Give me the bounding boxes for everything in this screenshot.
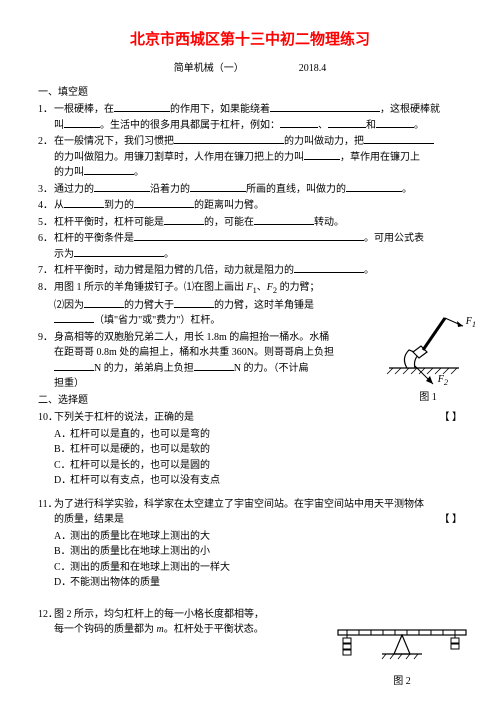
answer-bracket: 【 】: [440, 512, 463, 528]
page-title: 北京市西城区第十三中初二物理练习: [38, 28, 462, 51]
blank: [134, 232, 364, 242]
blank: [64, 118, 100, 128]
section-1-heading: 一、填空题: [38, 85, 462, 101]
blank: [54, 314, 94, 324]
question-4: 4． 从到力的的距离叫力臂。: [38, 198, 462, 214]
question-7: 7． 杠杆平衡时，动力臂是阻力臂的几倍，动力就是阻力的。: [38, 263, 462, 279]
blank: [364, 135, 434, 145]
figure-1: F1 F2 图 1: [384, 310, 472, 406]
blank: [134, 199, 194, 209]
blank: [74, 247, 164, 257]
blank: [328, 118, 366, 128]
question-1: 1． 一根硬棒，在的作用下，如果能绕着，这根硬棒就 叫。生活中的很多用具都属于杠…: [38, 102, 462, 133]
question-11: 11． 为了进行科学实验，科学家在太空建立了宇宙空间站。在宇宙空间站中用天平测物…: [38, 497, 462, 528]
question-10-options: A．杠杆可以是直的，也可以是弯的 B．杠杆可以是硬的，也可以是软的 C．杠杆可以…: [38, 427, 462, 489]
question-2: 2． 在一般情况下，我们习惯把的力叫做动力，把 的力叫做阻力。用镰刀割草时，人作…: [38, 134, 462, 181]
question-6: 6． 杠杆的平衡条件是。可用公式表 示为。: [38, 231, 462, 262]
subtitle-right: 2018.4: [299, 63, 327, 74]
question-10: 10． 下列关于杠杆的说法，正确的是 【 】: [38, 410, 462, 426]
question-11-options: A．测出的质量比在地球上测出的大 B．测出的质量比在地球上测出的小 C．测出的质…: [38, 529, 462, 591]
blank: [174, 298, 214, 308]
blank: [190, 182, 246, 192]
question-5: 5． 杠杆平衡时，杠杆可能是的，可能在转动。: [38, 215, 462, 231]
blank: [346, 182, 402, 192]
blank: [280, 118, 318, 128]
blank: [194, 361, 234, 371]
blank: [114, 103, 170, 113]
blank: [64, 199, 104, 209]
figure-2: 图 2: [332, 612, 472, 690]
balance-icon: [332, 612, 472, 674]
blank: [294, 264, 364, 274]
figure-1-label: 图 1: [384, 390, 472, 406]
blank: [84, 166, 134, 176]
answer-bracket: 【 】: [440, 410, 463, 426]
blank: [270, 103, 380, 113]
blank: [84, 298, 124, 308]
subtitle: 简单机械（一） 2018.4: [38, 61, 462, 77]
blank: [54, 361, 94, 371]
f2-label: F2: [438, 372, 448, 390]
f1-label: F1: [466, 314, 476, 332]
blank: [254, 215, 314, 225]
figure-2-label: 图 2: [332, 674, 472, 690]
question-3: 3． 通过力的沿着力的所画的直线，叫做力的。: [38, 182, 462, 198]
blank: [174, 135, 284, 145]
blank: [376, 118, 414, 128]
hammer-icon: [385, 310, 471, 390]
blank: [164, 215, 204, 225]
blank: [94, 182, 150, 192]
subtitle-left: 简单机械（一）: [174, 63, 244, 74]
blank: [304, 150, 340, 160]
